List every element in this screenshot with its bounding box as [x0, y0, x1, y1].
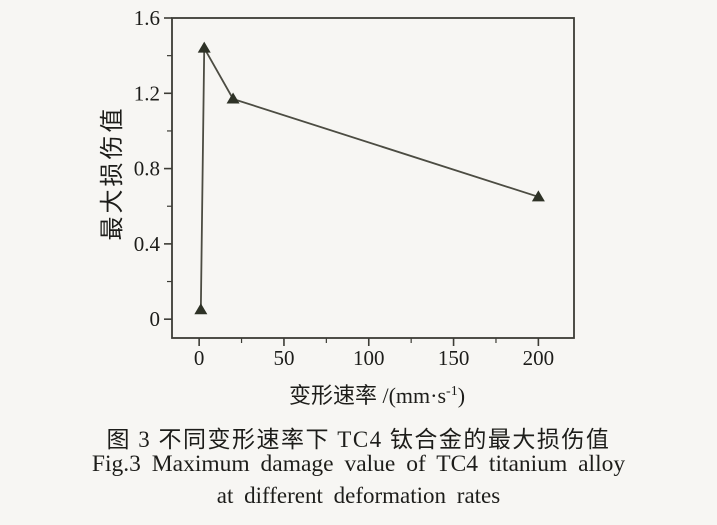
x-tick-label: 100	[353, 346, 385, 370]
x-axis-label: 变形速率 /(mm·s-1)	[289, 383, 465, 408]
y-tick-label: 0.4	[134, 232, 161, 256]
plot-frame	[171, 17, 575, 339]
x-tick-label: 200	[523, 346, 555, 370]
y-axis-label: 最大损伤值	[99, 106, 126, 241]
data-point-marker	[531, 190, 545, 202]
x-tick-label: 50	[273, 346, 294, 370]
y-tick-label: 0.8	[134, 157, 160, 181]
data-point-marker	[194, 303, 208, 315]
figure-caption-english-line2: at different deformation rates	[216, 483, 501, 508]
x-tick-label: 0	[194, 346, 205, 370]
y-tick-label: 1.6	[134, 6, 160, 30]
data-line	[199, 44, 539, 310]
y-tick-label: 1.2	[134, 81, 160, 105]
data-point-marker	[197, 41, 211, 53]
figure-caption-chinese: 图 3 不同变形速率下 TC4 钛合金的最大损伤值	[106, 427, 611, 452]
x-tick-label: 150	[438, 346, 470, 370]
data-point-marker	[226, 92, 240, 104]
y-tick-label: 0	[150, 307, 161, 331]
figure-caption-english-line1: Fig.3 Maximum damage value of TC4 titani…	[91, 451, 626, 477]
